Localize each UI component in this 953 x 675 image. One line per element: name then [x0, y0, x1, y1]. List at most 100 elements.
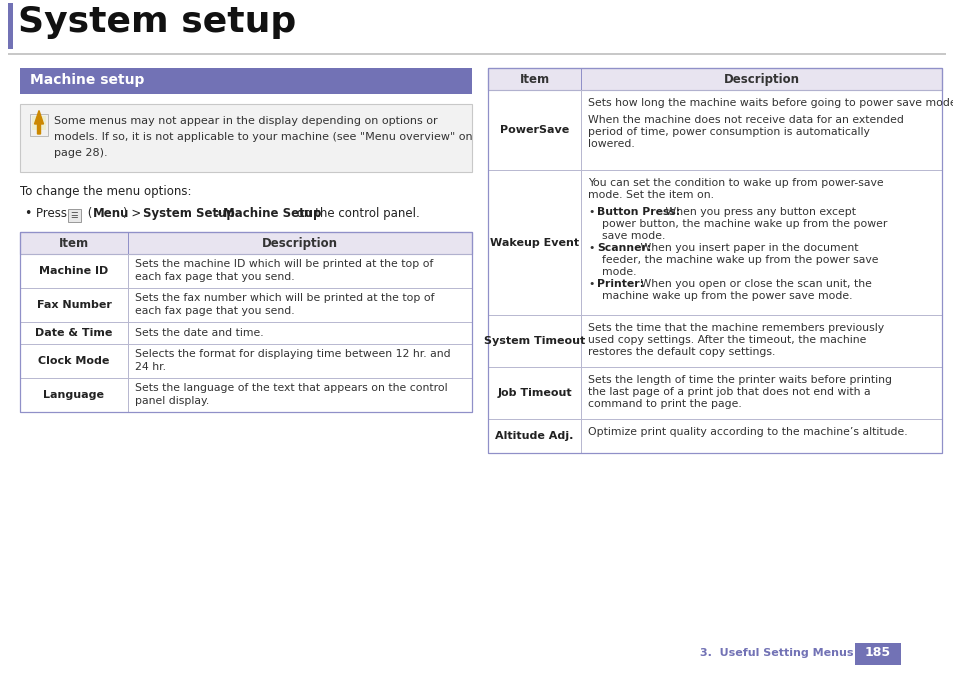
Text: •: • — [587, 279, 594, 289]
Text: System Setup: System Setup — [143, 207, 234, 220]
Bar — [20, 344, 472, 378]
Bar — [488, 419, 941, 453]
Bar — [128, 232, 129, 254]
Bar — [8, 53, 945, 55]
Bar — [488, 315, 941, 367]
Bar — [8, 3, 13, 49]
Bar — [20, 378, 472, 412]
Text: Language: Language — [44, 390, 105, 400]
Text: page 28).: page 28). — [54, 148, 108, 158]
Text: save mode.: save mode. — [601, 231, 664, 241]
Text: Sets the time that the machine remembers previously: Sets the time that the machine remembers… — [587, 323, 883, 333]
Text: mode. Set the item on.: mode. Set the item on. — [587, 190, 713, 200]
Bar — [128, 288, 129, 322]
Text: System setup: System setup — [18, 5, 296, 39]
Text: •: • — [24, 207, 31, 220]
Text: restores the default copy settings.: restores the default copy settings. — [587, 347, 775, 357]
Text: Sets the language of the text that appears on the control: Sets the language of the text that appea… — [135, 383, 447, 393]
Bar — [30, 114, 48, 136]
Bar — [20, 288, 472, 322]
Bar — [488, 68, 941, 453]
Text: Item: Item — [59, 237, 89, 250]
Text: Machine Setup: Machine Setup — [223, 207, 321, 220]
Text: Machine ID: Machine ID — [39, 266, 109, 276]
Bar — [20, 68, 472, 94]
Text: period of time, power consumption is automatically: period of time, power consumption is aut… — [587, 127, 869, 137]
Text: Selects the format for displaying time between 12 hr. and: Selects the format for displaying time b… — [135, 349, 450, 359]
Text: feeder, the machine wake up from the power save: feeder, the machine wake up from the pow… — [601, 255, 878, 265]
Bar — [20, 104, 472, 172]
Bar — [128, 254, 129, 288]
Text: Description: Description — [722, 73, 799, 86]
Text: System Timeout: System Timeout — [483, 336, 584, 346]
Text: Sets how long the machine waits before going to power save mode.: Sets how long the machine waits before g… — [587, 98, 953, 108]
Bar — [488, 90, 941, 170]
Bar — [20, 232, 472, 254]
Text: 3.  Useful Setting Menus: 3. Useful Setting Menus — [700, 648, 853, 658]
Text: Printer:: Printer: — [597, 279, 643, 289]
Bar — [128, 344, 129, 378]
Text: •: • — [587, 207, 594, 217]
Text: Job Timeout: Job Timeout — [497, 388, 571, 398]
Text: Some menus may not appear in the display depending on options or: Some menus may not appear in the display… — [54, 116, 437, 126]
Text: Date & Time: Date & Time — [35, 328, 112, 338]
Text: When you insert paper in the document: When you insert paper in the document — [637, 243, 858, 253]
Text: Button Press:: Button Press: — [597, 207, 679, 217]
Text: >: > — [209, 207, 226, 220]
Text: Altitude Adj.: Altitude Adj. — [495, 431, 573, 441]
Text: command to print the page.: command to print the page. — [587, 399, 741, 409]
Text: To change the menu options:: To change the menu options: — [20, 185, 192, 198]
Text: power button, the machine wake up from the power: power button, the machine wake up from t… — [601, 219, 886, 229]
Text: When the machine does not receive data for an extended: When the machine does not receive data f… — [587, 115, 902, 125]
Text: ) >: ) > — [123, 207, 145, 220]
Bar — [488, 170, 941, 315]
Text: Sets the machine ID which will be printed at the top of: Sets the machine ID which will be printe… — [135, 259, 433, 269]
Text: Description: Description — [262, 237, 337, 250]
FancyArrow shape — [34, 111, 44, 134]
Bar — [128, 378, 129, 412]
Bar — [580, 419, 581, 453]
Text: machine wake up from the power save mode.: machine wake up from the power save mode… — [601, 291, 852, 301]
Bar — [128, 322, 129, 344]
Bar — [580, 315, 581, 367]
Text: Scanner:: Scanner: — [597, 243, 651, 253]
Bar — [20, 322, 472, 344]
Text: 24 hr.: 24 hr. — [135, 362, 166, 373]
Text: each fax page that you send.: each fax page that you send. — [135, 306, 294, 317]
Bar — [854, 643, 900, 665]
Text: Item: Item — [518, 73, 549, 86]
Bar — [32, 116, 46, 130]
Text: panel display.: panel display. — [135, 396, 209, 406]
Bar — [20, 232, 472, 412]
Text: Clock Mode: Clock Mode — [38, 356, 110, 366]
Text: models. If so, it is not applicable to your machine (see "Menu overview" on: models. If so, it is not applicable to y… — [54, 132, 472, 142]
Text: PowerSave: PowerSave — [499, 125, 569, 135]
Text: ☰: ☰ — [71, 211, 78, 221]
Text: When you press any button except: When you press any button except — [661, 207, 855, 217]
Text: Sets the date and time.: Sets the date and time. — [135, 328, 263, 338]
Text: You can set the condition to wake up from power-save: You can set the condition to wake up fro… — [587, 178, 882, 188]
Text: each fax page that you send.: each fax page that you send. — [135, 273, 294, 283]
Text: mode.: mode. — [601, 267, 636, 277]
Text: on the control panel.: on the control panel. — [293, 207, 419, 220]
Text: 185: 185 — [864, 647, 890, 659]
Text: Press: Press — [36, 207, 74, 220]
Bar — [68, 209, 81, 222]
Text: used copy settings. After the timeout, the machine: used copy settings. After the timeout, t… — [587, 335, 865, 345]
Bar — [488, 367, 941, 419]
Text: (: ( — [84, 207, 92, 220]
Text: Fax Number: Fax Number — [36, 300, 112, 310]
Text: Optimize print quality according to the machine’s altitude.: Optimize print quality according to the … — [587, 427, 906, 437]
Text: lowered.: lowered. — [587, 139, 634, 149]
Bar — [580, 170, 581, 315]
Text: When you open or close the scan unit, the: When you open or close the scan unit, th… — [637, 279, 871, 289]
Text: Menu: Menu — [92, 207, 130, 220]
Bar — [488, 68, 941, 90]
Bar — [580, 367, 581, 419]
Bar — [580, 68, 581, 90]
Text: Machine setup: Machine setup — [30, 73, 144, 87]
Text: Sets the fax number which will be printed at the top of: Sets the fax number which will be printe… — [135, 293, 434, 303]
Text: •: • — [587, 243, 594, 253]
Text: Sets the length of time the printer waits before printing: Sets the length of time the printer wait… — [587, 375, 891, 385]
Text: Wakeup Event: Wakeup Event — [490, 238, 578, 248]
